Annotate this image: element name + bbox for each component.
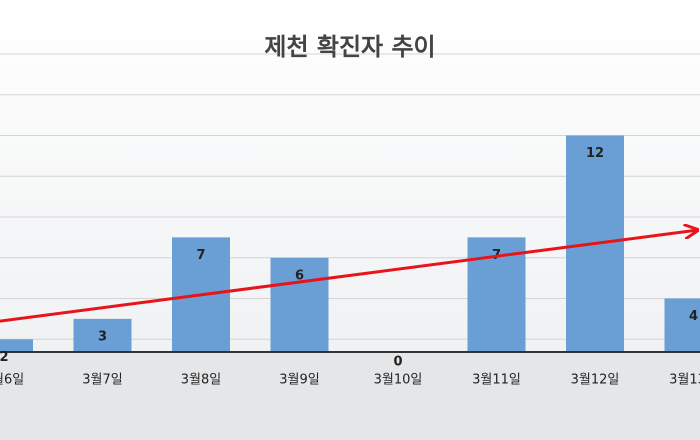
x-tick-label: 3월7일: [82, 373, 122, 388]
value-label: 7: [196, 248, 205, 263]
value-label: 0: [393, 355, 402, 370]
value-label: 4: [689, 309, 698, 324]
x-tick-label: 3월8일: [181, 373, 221, 388]
x-tick-label: 3월9일: [279, 373, 319, 388]
value-label: 6: [295, 268, 304, 283]
bar: [566, 135, 624, 380]
trendline: [0, 230, 696, 323]
x-tick-label: 3월6일: [0, 373, 24, 388]
value-label: 2: [0, 350, 9, 365]
chart-title: 제천 확진자 추이: [264, 33, 435, 61]
x-tick-label: 3월11일: [472, 373, 521, 388]
x-tick-label: 3월10일: [374, 373, 423, 388]
x-tick-label: 3월12일: [571, 373, 620, 388]
axis-band: [0, 352, 700, 440]
value-label: 3: [98, 329, 107, 344]
value-label: 12: [586, 146, 604, 161]
x-tick-label: 3월13일: [669, 373, 700, 388]
